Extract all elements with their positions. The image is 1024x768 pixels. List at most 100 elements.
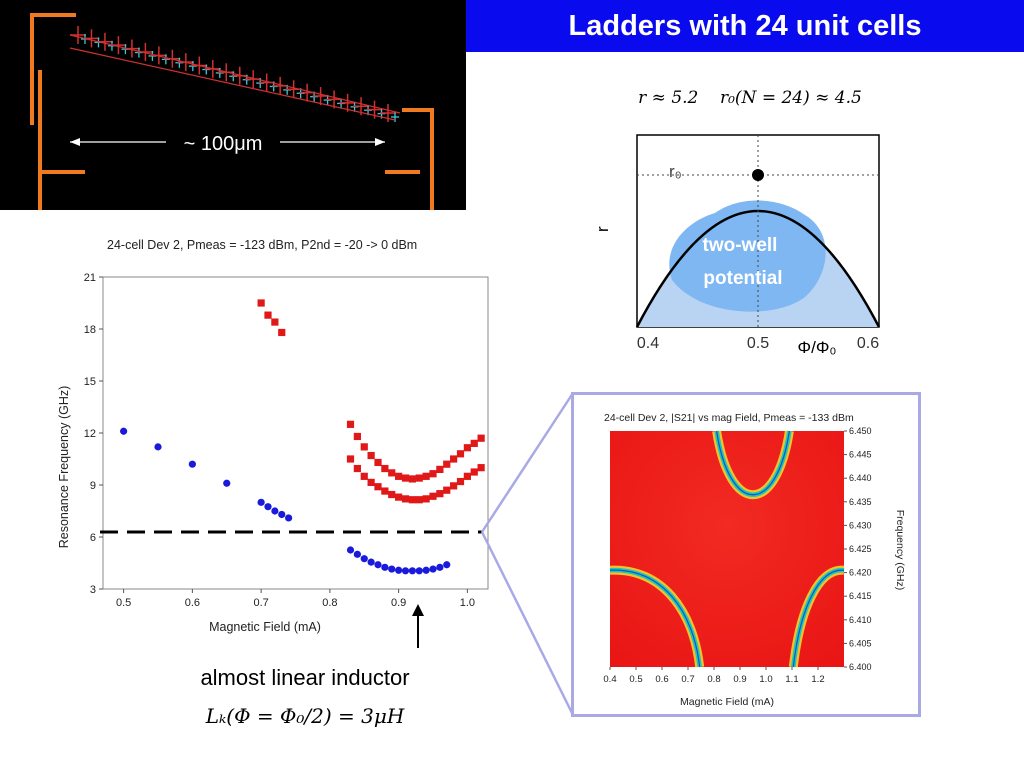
data-point-blue [120, 427, 128, 435]
data-point-red [415, 496, 423, 504]
data-point-blue [257, 498, 265, 506]
region-label-line1: two-well [703, 235, 778, 256]
data-point-red [401, 474, 410, 482]
data-point-blue [353, 550, 361, 558]
inductance-formula: Lₖ(Φ = Φ₀/2) = 3μH [205, 704, 405, 728]
y-tick-label: 12 [84, 428, 96, 440]
hm-x-tick-label: 1.2 [811, 674, 824, 685]
data-point-red [388, 490, 396, 499]
data-point-red [422, 495, 430, 503]
hm-x-tick-label: 1.0 [759, 674, 772, 685]
resonance-trace-core [716, 430, 790, 496]
plot-frame [102, 276, 489, 590]
hm-y-tick-label: 6.440 [849, 473, 872, 483]
ladder-rail [69, 47, 396, 121]
hm-x-tick-label: 0.8 [707, 674, 720, 685]
formula-r0: r₀(N = 24) ≈ 4.5 [719, 88, 862, 108]
device-micrograph: ~ 100μm [0, 0, 466, 210]
data-point-red [367, 478, 375, 486]
hm-x-tick-label: 0.4 [603, 674, 616, 685]
hm-y-tick-label: 6.430 [849, 520, 872, 530]
data-point-red [367, 451, 375, 460]
peak-marker [752, 169, 764, 181]
data-point-red [360, 443, 368, 451]
hm-x-tick-label: 0.6 [655, 674, 668, 685]
data-point-red [388, 469, 396, 477]
slide-title: Ladders with 24 unit cells [466, 0, 1024, 52]
two-well-region [669, 200, 826, 312]
hm-y-tick-label: 6.450 [849, 426, 872, 436]
scale-label: ~ 100μm [184, 133, 263, 155]
data-point-red [463, 472, 471, 480]
data-point-red [443, 460, 451, 468]
hm-y-tick-label: 6.400 [849, 662, 872, 672]
y-tick-label: 3 [90, 584, 96, 596]
s21-heatmap: 24-cell Dev 2, |S21| vs mag Field, Pmeas… [603, 412, 906, 708]
data-point-red [374, 458, 382, 467]
potential-xlabel: Φ/Φ₀ [798, 338, 837, 357]
data-point-red [278, 328, 286, 337]
hm-y-tick-label: 6.405 [849, 638, 872, 648]
data-point-red [408, 496, 416, 504]
data-point-red [346, 455, 355, 463]
data-point-red [374, 483, 382, 491]
data-point-blue [188, 460, 196, 468]
hm-x-tick-label: 1.1 [785, 674, 798, 685]
data-point-blue [367, 558, 375, 566]
data-point-red [450, 455, 458, 463]
data-point-red [456, 477, 465, 486]
potential-xtick-0: 0.4 [637, 335, 659, 352]
hm-x-tick-label: 0.5 [629, 674, 642, 685]
region-label-line2: potential [703, 268, 782, 289]
data-point-blue [271, 507, 279, 515]
data-point-red [401, 495, 410, 503]
y-tick-label: 18 [84, 324, 96, 336]
data-point-red [271, 318, 279, 326]
resonance-trace-core [609, 569, 701, 668]
data-point-red [429, 470, 437, 478]
hm-y-tick-label: 6.445 [849, 450, 872, 460]
y-tick-label: 21 [84, 272, 96, 284]
x-tick-label: 0.6 [185, 597, 200, 609]
caption-linear-inductor: almost linear inductor [200, 665, 410, 690]
data-point-red [436, 465, 444, 473]
data-point-red [456, 450, 465, 458]
data-point-blue [360, 555, 368, 563]
data-point-blue [388, 565, 396, 573]
data-point-red [450, 482, 458, 490]
data-point-red [353, 464, 361, 473]
chart-title: 24-cell Dev 2, Pmeas = -123 dBm, P2nd = … [107, 238, 417, 252]
y-tick-label: 15 [84, 376, 96, 388]
data-point-red [408, 475, 416, 483]
data-point-blue [408, 567, 416, 575]
heatmap-title: 24-cell Dev 2, |S21| vs mag Field, Pmeas… [604, 412, 854, 424]
potential-xtick-1: 0.5 [747, 335, 769, 352]
ladder-device-drawing: ~ 100μm [30, 13, 434, 210]
y-tick-label: 6 [90, 532, 96, 544]
data-point-blue [429, 565, 437, 573]
x-tick-label: 0.8 [322, 597, 337, 609]
formula-r: r ≈ 5.2 [638, 88, 699, 108]
x-tick-label: 0.5 [116, 597, 131, 609]
hm-x-tick-label: 0.9 [733, 674, 746, 685]
hm-y-tick-label: 6.410 [849, 615, 872, 625]
data-point-red [470, 439, 478, 447]
peak-label: r₀ [669, 162, 682, 181]
ladder-rail [69, 34, 401, 114]
chart-xlabel: Magnetic Field (mA) [209, 620, 321, 634]
data-point-blue [285, 514, 293, 522]
data-point-red [395, 472, 403, 480]
data-point-blue [422, 566, 430, 574]
data-point-red [470, 468, 478, 476]
data-point-red [477, 434, 485, 442]
data-point-red [381, 464, 389, 473]
hm-x-tick-label: 0.7 [681, 674, 694, 685]
heatmap-xlabel: Magnetic Field (mA) [680, 696, 774, 708]
data-point-blue [443, 561, 451, 569]
inset-frame: 24-cell Dev 2, |S21| vs mag Field, Pmeas… [571, 392, 921, 717]
data-point-blue [154, 443, 162, 451]
potential-plot: r₀ r two-well potential 0.4 0.5 0.6 Φ/Φ₀ [593, 134, 881, 357]
data-point-blue [401, 567, 410, 575]
data-point-blue [436, 563, 444, 571]
data-point-blue [374, 561, 382, 569]
